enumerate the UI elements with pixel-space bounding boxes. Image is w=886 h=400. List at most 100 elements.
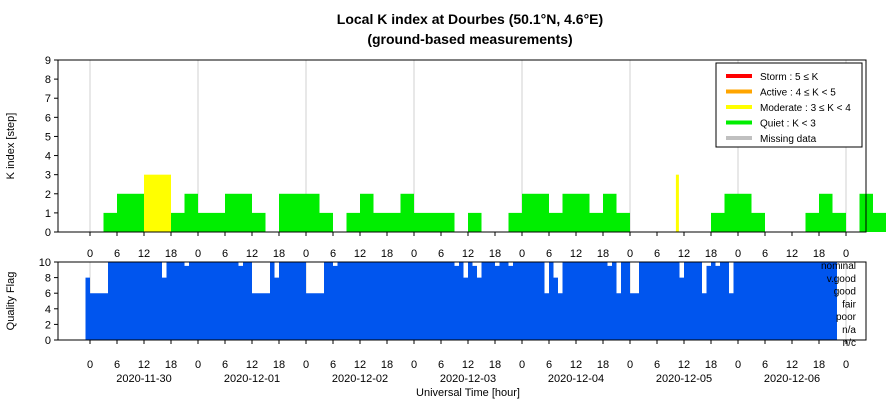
quality-xtick-label: 0 [411,359,417,371]
k-xtick-label: 0 [843,248,849,260]
k-bar [130,193,144,232]
quality-ytick-label: 8 [45,273,51,285]
quality-xtick-label: 6 [222,359,228,371]
k-bar [441,212,455,232]
k-bar [508,212,522,232]
k-bar [211,212,225,232]
k-bar [387,212,401,232]
k-bar [873,212,886,232]
quality-xtick-label: 0 [519,359,525,371]
quality-xtick-label: 12 [462,359,474,371]
quality-xtick-label: 12 [354,359,366,371]
k-xtick-label: 0 [411,248,417,260]
quality-level-label: v.good [827,274,856,285]
k-ytick-label: 2 [45,189,51,201]
quality-xtick-label: 0 [843,359,849,371]
k-xtick-label: 12 [246,248,258,260]
k-xtick-label: 6 [762,248,768,260]
quality-plot-frame [57,261,867,341]
k-xtick-label: 18 [165,248,177,260]
k-bar [414,212,428,232]
k-bar [603,193,617,232]
k-ytick-label: 4 [45,151,51,163]
quality-yticks: 0 2 4 6 8 10 [39,257,58,347]
quality-xtick-label: 18 [705,359,717,371]
quality-xtick-label: 18 [273,359,285,371]
date-label: 2020-12-02 [332,373,388,385]
k-xtick-label: 18 [273,248,285,260]
k-ytick-label: 8 [45,74,51,86]
k-bar [117,193,131,232]
k-xtick-label: 18 [489,248,501,260]
k-bar [711,212,725,232]
date-label: 2020-12-06 [764,373,820,385]
date-label: 2020-12-03 [440,373,496,385]
k-bar [346,212,360,232]
k-xtick-label: 18 [705,248,717,260]
quality-xtick-label: 6 [546,359,552,371]
date-label: 2020-12-01 [224,373,280,385]
k-bar [724,193,738,232]
k-bar [562,193,576,232]
legend: Storm : 5 ≤ K Active : 4 ≤ K < 5 Moderate … [715,62,863,148]
k-xtick-label: 18 [381,248,393,260]
k-xtick-label: 18 [597,248,609,260]
k-xtick-label: 6 [114,248,120,260]
k-bar [549,212,563,232]
quality-xtick-label: 6 [330,359,336,371]
k-xtick-label: 0 [87,248,93,260]
k-xtick-label: 12 [570,248,582,260]
k-bar [616,212,630,232]
quality-xtick-label: 12 [138,359,150,371]
k-xtick-label: 6 [438,248,444,260]
quality-xtick-label: 0 [303,359,309,371]
date-label: 2020-12-05 [656,373,712,385]
k-bar [103,212,117,232]
legend-label-moderate: Moderate : 3 ≤ K < 4 [760,103,851,114]
date-label: 2020-11-30 [116,373,171,385]
k-xtick-label: 12 [462,248,474,260]
quality-dates: 2020-11-30 2020-12-01 2020-12-02 2020-12-03… [116,373,820,385]
quality-level-label: fair [842,299,857,310]
quality-xticks: 0 6 12 18 0 6 12 18 0 6 12 18 0 6 12 18 0 6 12 18 0 6 12 18 0 6 12… [87,340,849,371]
k-xtick-label: 0 [195,248,201,260]
quality-xtick-label: 18 [165,359,177,371]
chart-subtitle: (ground-based measurements) [367,31,572,47]
quality-level-label: n/a [842,325,856,336]
k-bar-moderate-spike [675,174,679,232]
chart-title: Local K index at Dourbes (50.1°N, 4.6°E) [337,11,603,27]
k-xtick-label: 0 [627,248,633,260]
quality-xtick-label: 18 [597,359,609,371]
k-bar [184,193,198,232]
quality-xtick-label: 6 [762,359,768,371]
quality-level-label: poor [836,312,857,323]
quality-level-label: nominal [821,261,856,272]
k-bar [279,193,293,232]
date-label: 2020-12-04 [548,373,604,385]
legend-label-storm: Storm : 5 ≤ K [760,72,819,83]
quality-level-label: n/c [843,338,856,349]
k-xtick-label: 0 [303,248,309,260]
k-ytick-label: 1 [45,208,51,220]
k-xtick-label: 12 [786,248,798,260]
k-bar [522,193,536,232]
legend-label-active: Active : 4 ≤ K < 5 [760,88,836,99]
k-xtick-label: 0 [519,248,525,260]
k-xticks: 0 6 12 18 0 6 12 18 0 6 12 18 0 6 12 18 0 6 12 18 0 6 12 18 0 6 12… [87,232,849,260]
k-bar [738,193,752,232]
quality-xtick-label: 0 [87,359,93,371]
quality-ytick-label: 0 [45,335,51,347]
k-bar [171,212,185,232]
quality-xtick-label: 12 [678,359,690,371]
k-xtick-label: 6 [330,248,336,260]
k-bar [225,193,239,232]
quality-ytick-label: 10 [39,257,51,269]
quality-fill [85,262,837,340]
k-bar [832,212,846,232]
k-bar [292,193,306,232]
k-bar [157,174,171,232]
legend-label-missing: Missing data [760,134,817,145]
k-bar [751,212,765,232]
